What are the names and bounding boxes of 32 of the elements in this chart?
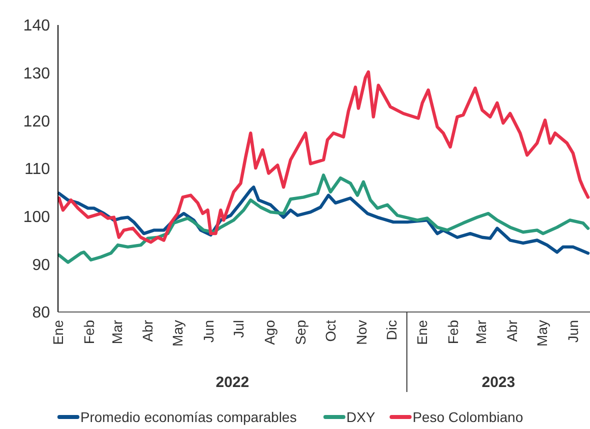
x-tick-label: Sep	[292, 320, 308, 345]
x-tick-label: May	[170, 320, 186, 346]
y-tick-label: 110	[24, 161, 50, 178]
legend-label: Promedio economías comparables	[80, 408, 297, 425]
legend-label: Peso Colombiano	[412, 408, 524, 425]
line-series	[57, 174, 590, 264]
line-series	[57, 70, 590, 244]
x-tick-label: May	[534, 320, 550, 346]
text: 2023	[482, 374, 516, 391]
x-tick-label: Mar	[473, 320, 490, 344]
y-tick-label: 100	[23, 208, 50, 226]
x-tick-label: Abr	[504, 320, 520, 342]
x-tick-label: Ago	[262, 320, 278, 345]
x-tick-label: Abr	[140, 320, 156, 342]
legend-label: DXY	[346, 408, 376, 425]
x-tick-label: Ene	[414, 320, 430, 345]
x-tick-label: Jun	[564, 320, 581, 343]
text: 2022	[216, 374, 250, 391]
x-tick-label: Feb	[80, 320, 97, 344]
y-tick-label: 140	[23, 18, 50, 35]
y-tick-label: 90	[32, 256, 50, 274]
x-tick-label: Feb	[445, 320, 462, 344]
y-tick-label: 130	[23, 65, 50, 82]
x-tick-label: Ene	[50, 320, 66, 345]
x-tick-label: Jul	[230, 320, 247, 338]
x-tick-label: Mar	[108, 320, 125, 344]
x-tick-label: Nov	[353, 320, 370, 345]
x-tick-label: Jun	[200, 320, 217, 343]
x-tick-label: Dic	[383, 320, 400, 340]
y-tick-label: 80	[32, 304, 50, 322]
x-tick-label: Oct	[322, 320, 338, 342]
y-tick-label: 120	[23, 113, 50, 130]
